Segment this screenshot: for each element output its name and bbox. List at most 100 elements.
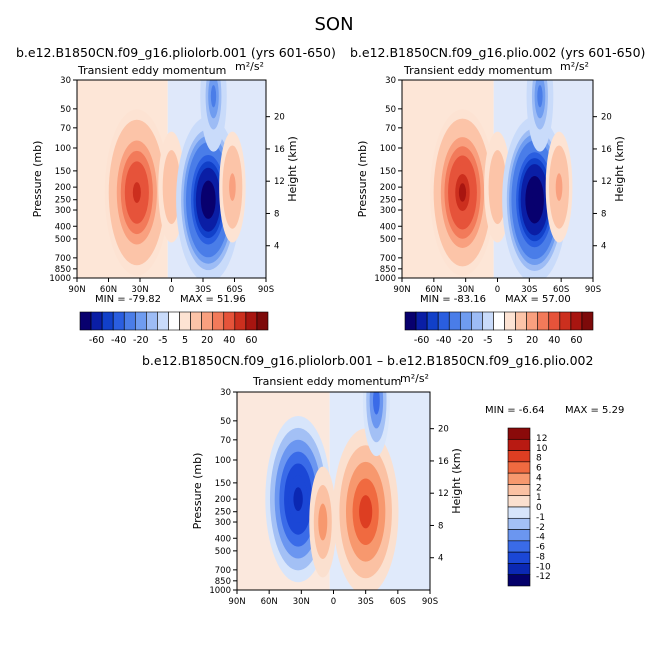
colorbar-label: -8 bbox=[536, 552, 545, 562]
panel2-ytick-label: 400 bbox=[380, 222, 396, 232]
colorbar-box bbox=[123, 311, 136, 331]
panel1-ytick-label: 200 bbox=[55, 183, 71, 193]
panel2-ytick-label: 30 bbox=[385, 76, 396, 86]
colorbar-box bbox=[559, 311, 572, 331]
colorbar-label: 60 bbox=[570, 335, 582, 346]
colorbar-label: 0 bbox=[536, 503, 542, 513]
panel1-ytick-right-label: 8 bbox=[274, 209, 279, 219]
panel2-units: m²/s² bbox=[560, 60, 589, 73]
panel2-ytick-right-label: 12 bbox=[601, 177, 612, 187]
panel3-ytick-label: 1000 bbox=[209, 586, 231, 596]
panel3-xtick-label: 60S bbox=[390, 597, 406, 607]
colorbar-label: 5 bbox=[507, 335, 513, 346]
colorbar-box bbox=[507, 574, 531, 587]
colorbar-label: -60 bbox=[89, 335, 105, 346]
panel2-ytick-label: 250 bbox=[380, 196, 396, 206]
panel-3: 90N 60N 30N 0 30S 60S 90S 30 50 70 100 150 200 250300… bbox=[191, 388, 463, 607]
panel3-max-label: MAX = 5.29 bbox=[565, 405, 625, 416]
panel3-xtick-label: 30N bbox=[293, 597, 310, 607]
panel2-xtick-label: 60N bbox=[425, 285, 442, 295]
panel3-ytick-label: 400 bbox=[215, 534, 231, 544]
colorbar-label: 4 bbox=[536, 473, 542, 483]
panel3-ytick-right-label: 8 bbox=[438, 521, 443, 531]
panel1-xtick-label: 60S bbox=[226, 285, 242, 295]
colorbar-box bbox=[507, 517, 531, 530]
panel2-ytick-label: 700 bbox=[380, 254, 396, 264]
colorbar-box bbox=[234, 311, 247, 331]
panel3-xtick-label: 60N bbox=[261, 597, 278, 607]
colorbar-label: -10 bbox=[536, 562, 551, 572]
panel3-xtick-label: 0 bbox=[331, 597, 336, 607]
panel3-subtitle: Transient eddy momentum bbox=[253, 375, 402, 388]
colorbar-box bbox=[548, 311, 561, 331]
colorbar-label: 5 bbox=[182, 335, 188, 346]
colorbar-label: 12 bbox=[536, 434, 547, 444]
colorbar-box bbox=[190, 311, 202, 331]
panel1-feature-0-level-7 bbox=[132, 182, 141, 203]
panel3-min-label: MIN = -6.64 bbox=[485, 405, 545, 416]
panel3-ylabel: Pressure (mb) bbox=[191, 453, 204, 530]
colorbar-label: -20 bbox=[133, 335, 149, 346]
panel2-ytick-label: 1000 bbox=[374, 274, 396, 284]
panel1-ytick-label: 100 bbox=[55, 144, 71, 154]
panel2-xtick-label: 90S bbox=[585, 285, 601, 295]
colorbar-label: -6 bbox=[536, 543, 545, 553]
panel2-xtick-label: 30S bbox=[521, 285, 537, 295]
colorbar-box bbox=[448, 311, 461, 331]
colorbar-label: 8 bbox=[536, 454, 542, 464]
colorbar-label: -20 bbox=[458, 335, 474, 346]
colorbar-box bbox=[223, 311, 236, 331]
colorbar-box bbox=[507, 461, 531, 474]
colorbar-label: -5 bbox=[483, 335, 492, 346]
panel1-ytick-label: 30 bbox=[60, 76, 71, 86]
panel2-min-label: MIN = -83.16 bbox=[420, 294, 487, 305]
panel3-ytick-right-label: 4 bbox=[438, 554, 443, 564]
colorbar-label: 40 bbox=[548, 335, 560, 346]
colorbar-box bbox=[581, 311, 594, 331]
panel3-xtick-label: 90N bbox=[228, 597, 245, 607]
panel3-ytick-label: 850 bbox=[215, 577, 231, 587]
colorbar-box bbox=[507, 529, 531, 542]
colorbar-box bbox=[404, 311, 417, 331]
panel-1: 90N 60N 30N 0 30S 60S 90S 30 50 70 100 150 200 250300… bbox=[31, 76, 299, 295]
colorbar-box bbox=[459, 311, 472, 331]
colorbar-label: 60 bbox=[245, 335, 257, 346]
panel2-ytick-label: 200 bbox=[380, 183, 396, 193]
panel3-ytick-right-label: 20 bbox=[438, 425, 449, 435]
panel1-xtick-label: 60N bbox=[100, 285, 117, 295]
panel2-ytick-label: 50 bbox=[385, 105, 396, 115]
colorbar-box bbox=[146, 311, 158, 331]
panel2-ytick-label: 500 bbox=[380, 235, 396, 245]
panel2-ytick-right-label: 4 bbox=[601, 242, 606, 252]
colorbar-label: 20 bbox=[201, 335, 213, 346]
colorbar-box bbox=[537, 311, 550, 331]
panel3-ytick-label: 100 bbox=[215, 456, 231, 466]
colorbar-box bbox=[507, 438, 531, 451]
colorbar-box bbox=[507, 495, 531, 508]
colorbar-box bbox=[515, 311, 527, 331]
colorbar-label: -40 bbox=[111, 335, 127, 346]
panel1-ytick-label: 700 bbox=[55, 254, 71, 264]
colorbar-box bbox=[134, 311, 147, 331]
colorbar-box bbox=[507, 484, 531, 497]
colorbar-box bbox=[507, 450, 531, 463]
colorbar-box bbox=[507, 540, 531, 553]
colorbar-box bbox=[90, 311, 103, 331]
colorbar-box bbox=[507, 551, 531, 564]
colorbar-label: 2 bbox=[536, 483, 542, 493]
panel1-ytick-label: 1000 bbox=[49, 274, 71, 284]
panel3-xtick-label: 30S bbox=[358, 597, 374, 607]
panel1-ytick-label: 850 bbox=[55, 265, 71, 275]
panel1-ytick-right-label: 12 bbox=[274, 177, 285, 187]
panel1-feature-2-level-12 bbox=[205, 193, 211, 207]
colorbar-box bbox=[570, 311, 583, 331]
panel2-feature-1-level-2 bbox=[493, 168, 502, 206]
panel2-xtick-label: 0 bbox=[495, 285, 500, 295]
colorbar-box bbox=[493, 311, 505, 331]
panel3-ytick-right-label: 16 bbox=[438, 457, 449, 467]
panel1-ytick-label: 500 bbox=[55, 235, 71, 245]
colorbar-box bbox=[482, 311, 494, 331]
colorbar-box bbox=[201, 311, 214, 331]
colorbar-label: -1 bbox=[536, 513, 545, 523]
